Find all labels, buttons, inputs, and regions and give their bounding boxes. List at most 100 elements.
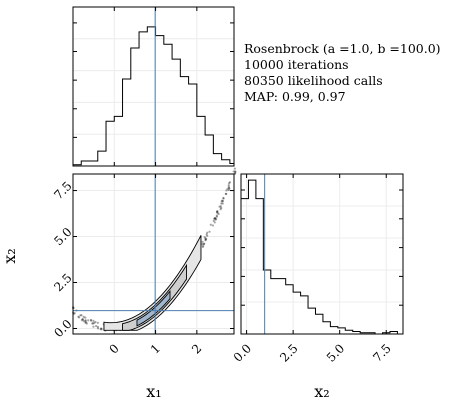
summary-map: MAP: 0.99, 0.97 bbox=[244, 89, 346, 104]
sample-point bbox=[227, 182, 231, 185]
joint-xlabel: x₁ bbox=[146, 382, 161, 401]
sample-point bbox=[217, 212, 220, 216]
sample-point bbox=[96, 325, 99, 328]
sample-point bbox=[89, 318, 93, 322]
sample-point bbox=[77, 316, 81, 319]
y-tick-label: 5.0 bbox=[51, 225, 74, 248]
sample-point bbox=[215, 215, 218, 218]
sample-point bbox=[216, 210, 219, 213]
frames-layer bbox=[72, 6, 404, 335]
sample-point bbox=[214, 217, 217, 220]
sample-point bbox=[208, 230, 211, 233]
sample-point bbox=[213, 217, 216, 220]
x-tick-label: 2.5 bbox=[277, 341, 300, 364]
sample-point bbox=[92, 325, 95, 328]
sample-point bbox=[211, 224, 215, 227]
sample-point bbox=[224, 192, 227, 195]
sample-point bbox=[81, 317, 84, 321]
x-tick-label: 2 bbox=[189, 341, 204, 356]
sample-point bbox=[201, 245, 205, 248]
y-tick-label: 0.0 bbox=[51, 317, 74, 340]
sample-point bbox=[233, 172, 237, 175]
sample-point bbox=[233, 170, 237, 173]
sample-point bbox=[99, 328, 102, 331]
sample-point bbox=[219, 208, 222, 211]
sample-point bbox=[212, 219, 215, 222]
sample-point bbox=[204, 238, 207, 241]
sample-point bbox=[206, 231, 209, 234]
x-tick-label: 5.0 bbox=[324, 341, 347, 364]
x-tick-label: 1 bbox=[148, 341, 163, 356]
sample-point bbox=[215, 211, 219, 214]
sample-point bbox=[227, 186, 231, 190]
sample-point bbox=[87, 319, 90, 322]
sample-point bbox=[202, 244, 205, 247]
sample-point bbox=[209, 223, 212, 226]
sample-point bbox=[226, 187, 229, 191]
sample-point bbox=[94, 320, 97, 324]
sample-point bbox=[84, 320, 87, 323]
sample-point bbox=[204, 237, 207, 240]
sample-point bbox=[79, 314, 82, 317]
summary-title: Rosenbrock (a =1.0, b =100.0) bbox=[244, 41, 441, 56]
sample-point bbox=[221, 202, 224, 205]
sample-point bbox=[93, 321, 96, 325]
joint-ylabel: x₂ bbox=[0, 248, 19, 263]
sample-point bbox=[222, 196, 225, 200]
sample-point bbox=[94, 324, 98, 328]
sample-point bbox=[216, 211, 219, 214]
sample-point bbox=[234, 170, 237, 173]
x-tick-label: 7.5 bbox=[370, 341, 393, 364]
sample-point bbox=[80, 319, 84, 322]
sample-point bbox=[215, 214, 218, 217]
sample-point bbox=[73, 312, 76, 315]
grid-layer bbox=[73, 7, 403, 334]
sample-point bbox=[228, 181, 232, 184]
sample-point bbox=[81, 318, 85, 321]
sample-point bbox=[221, 199, 225, 203]
panel-frame bbox=[72, 173, 235, 335]
sample-point bbox=[80, 314, 83, 317]
sample-point bbox=[214, 218, 218, 221]
sample-point bbox=[227, 188, 230, 192]
sample-point bbox=[96, 321, 99, 324]
sample-point bbox=[82, 315, 85, 319]
sample-point bbox=[214, 218, 217, 221]
summary-text: Rosenbrock (a =1.0, b =100.0) 10000 iter… bbox=[244, 41, 441, 105]
panel-frame bbox=[72, 6, 235, 167]
sample-point bbox=[225, 189, 228, 192]
sample-point bbox=[201, 243, 204, 246]
y-tick-label: 7.5 bbox=[51, 179, 74, 202]
contour-inner bbox=[136, 290, 171, 327]
sample-point bbox=[228, 187, 231, 190]
contour-mid bbox=[122, 263, 187, 331]
sample-point bbox=[222, 197, 225, 200]
sample-point bbox=[227, 185, 230, 188]
sample-point bbox=[227, 184, 230, 187]
sample-point bbox=[91, 322, 94, 325]
sample-point bbox=[201, 240, 204, 243]
y-tick-label: 2.5 bbox=[51, 271, 74, 294]
sample-point bbox=[84, 321, 88, 324]
x-tick-label: 0 bbox=[107, 341, 122, 356]
sample-point bbox=[216, 210, 219, 213]
sample-point bbox=[203, 242, 206, 245]
sample-point bbox=[233, 167, 236, 170]
sample-point bbox=[77, 315, 80, 318]
sample-point bbox=[220, 206, 223, 210]
sample-point bbox=[206, 234, 209, 237]
sample-point bbox=[205, 233, 208, 236]
sample-point bbox=[218, 205, 221, 208]
sample-point bbox=[219, 205, 222, 208]
sample-point bbox=[82, 320, 85, 323]
sample-point bbox=[225, 192, 228, 196]
sample-point bbox=[90, 319, 93, 322]
sample-point bbox=[96, 327, 100, 330]
sample-point bbox=[84, 316, 87, 319]
sample-point bbox=[85, 322, 88, 325]
sample-point bbox=[221, 199, 224, 202]
sample-point bbox=[204, 239, 207, 242]
sample-point bbox=[100, 327, 103, 330]
sample-point bbox=[202, 242, 205, 246]
x2-hist-xlabel: x₂ bbox=[314, 382, 329, 401]
